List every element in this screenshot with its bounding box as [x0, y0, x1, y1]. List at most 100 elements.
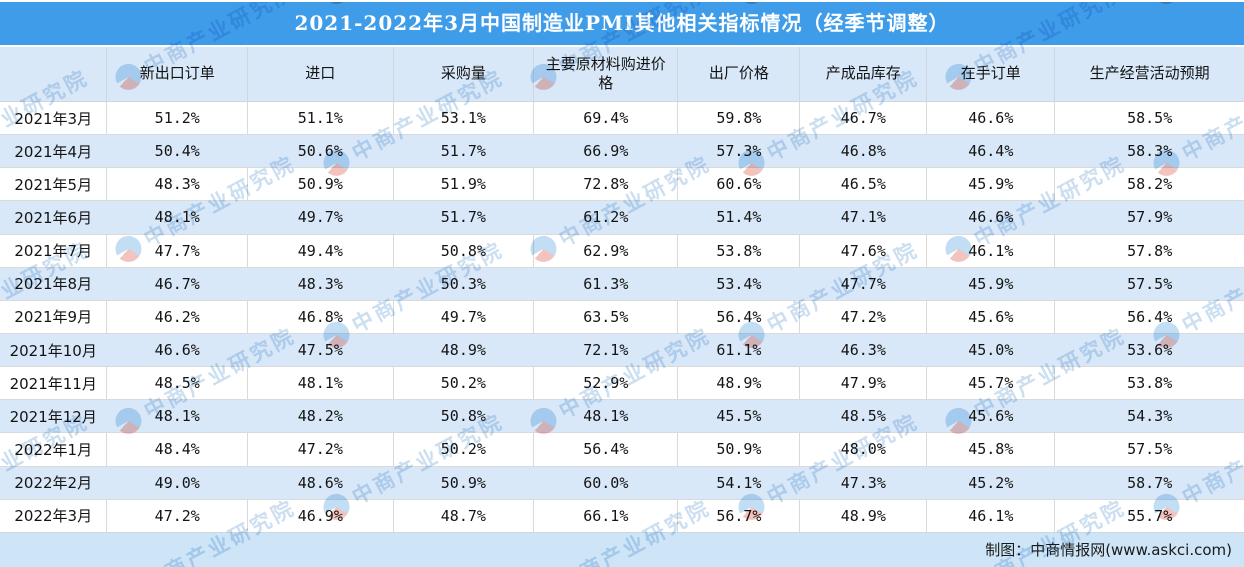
cell: 48.5% [799, 399, 928, 434]
cell: 46.1% [926, 499, 1056, 534]
cell: 50.9% [247, 167, 394, 202]
row-label: 2021年7月 [0, 234, 108, 268]
cell: 46.7% [799, 101, 928, 136]
cell: 49.4% [247, 234, 394, 268]
cell: 60.6% [677, 167, 801, 202]
cell: 46.6% [926, 101, 1056, 136]
cell: 46.6% [926, 200, 1056, 235]
cell: 45.8% [926, 432, 1056, 467]
cell: 47.1% [799, 200, 928, 235]
column-header: 出厂价格 [677, 47, 801, 102]
row-label: 2021年10月 [0, 333, 108, 368]
cell: 48.3% [247, 267, 394, 301]
cell: 45.6% [926, 399, 1056, 434]
cell: 54.3% [1054, 399, 1244, 434]
cell: 45.9% [926, 267, 1056, 301]
cell: 57.5% [1054, 432, 1244, 467]
cell: 47.7% [106, 234, 249, 268]
cell: 51.2% [106, 101, 249, 136]
cell: 60.0% [533, 466, 679, 500]
cell: 49.0% [106, 466, 249, 500]
cell: 61.2% [533, 200, 679, 235]
cell: 45.6% [926, 300, 1056, 334]
cell: 48.9% [393, 333, 535, 368]
page-title: 2021-2022年3月中国制造业PMI其他相关指标情况（经季节调整） [0, 2, 1244, 45]
cell: 50.4% [106, 134, 249, 169]
row-label: 2021年3月 [0, 101, 108, 136]
cell: 48.1% [106, 200, 249, 235]
cell: 48.4% [106, 432, 249, 467]
cell: 72.1% [533, 333, 679, 368]
cell: 61.3% [533, 267, 679, 301]
cell: 48.1% [533, 399, 679, 434]
cell: 58.5% [1054, 101, 1244, 136]
row-label: 2022年2月 [0, 466, 108, 500]
row-label: 2022年1月 [0, 432, 108, 467]
cell: 50.8% [393, 234, 535, 268]
cell: 48.3% [106, 167, 249, 202]
cell: 66.1% [533, 499, 679, 534]
cell: 59.8% [677, 101, 801, 136]
row-label: 2021年8月 [0, 267, 108, 301]
cell: 51.7% [393, 134, 535, 169]
pmi-table: 新出口订单 进口 采购量 主要原材料购进价格 出厂价格 产成品库存 在手订单 生产经营活动预期… [0, 47, 1244, 534]
cell: 46.3% [799, 333, 928, 368]
row-label: 2021年4月 [0, 134, 108, 169]
cell: 58.2% [1054, 167, 1244, 202]
cell: 46.6% [106, 333, 249, 368]
cell: 48.7% [393, 499, 535, 534]
cell: 46.5% [799, 167, 928, 202]
table-row: 2022年1月 48.4% 47.2% 50.2% 56.4% 50.9% 48.0% 45.… [0, 432, 1244, 467]
cell: 50.9% [393, 466, 535, 500]
cell: 46.4% [926, 134, 1056, 169]
cell: 57.3% [677, 134, 801, 169]
cell: 49.7% [393, 300, 535, 334]
column-header: 进口 [247, 47, 394, 102]
cell: 50.9% [677, 432, 801, 467]
cell: 48.2% [247, 399, 394, 434]
cell: 51.4% [677, 200, 801, 235]
cell: 51.9% [393, 167, 535, 202]
table-row: 2022年2月 49.0% 48.6% 50.9% 60.0% 54.1% 47.3% 45.… [0, 466, 1244, 500]
credit-text: 制图：中商情报网(www.askci.com) [985, 541, 1232, 559]
row-label: 2021年12月 [0, 399, 108, 434]
table-row: 2021年5月 48.3% 50.9% 51.9% 72.8% 60.6% 46.5% 45.… [0, 167, 1244, 202]
cell: 48.1% [247, 366, 394, 401]
table-row: 2021年3月 51.2% 51.1% 53.1% 69.4% 59.8% 46.7% 46.… [0, 101, 1244, 136]
cell: 45.0% [926, 333, 1056, 368]
cell: 56.7% [677, 499, 801, 534]
cell: 53.8% [1054, 366, 1244, 401]
table-row: 2021年12月 48.1% 48.2% 50.8% 48.1% 45.5% 48.5% 45… [0, 399, 1244, 434]
cell: 58.3% [1054, 134, 1244, 169]
cell: 48.5% [106, 366, 249, 401]
cell: 53.4% [677, 267, 801, 301]
cell: 56.4% [1054, 300, 1244, 334]
cell: 52.9% [533, 366, 679, 401]
cell: 53.6% [1054, 333, 1244, 368]
cell: 57.9% [1054, 200, 1244, 235]
cell: 50.3% [393, 267, 535, 301]
credit-bar: 制图：中商情报网(www.askci.com) [0, 533, 1244, 567]
cell: 45.9% [926, 167, 1056, 202]
cell: 48.0% [799, 432, 928, 467]
cell: 66.9% [533, 134, 679, 169]
column-header: 产成品库存 [799, 47, 928, 102]
table-row: 2021年7月 47.7% 49.4% 50.8% 62.9% 53.8% 47.6% 46.… [0, 234, 1244, 268]
cell: 47.2% [106, 499, 249, 534]
table-row: 2021年8月 46.7% 48.3% 50.3% 61.3% 53.4% 47.7% 45.… [0, 267, 1244, 301]
cell: 57.8% [1054, 234, 1244, 268]
cell: 51.1% [247, 101, 394, 136]
cell: 46.2% [106, 300, 249, 334]
column-header [0, 47, 108, 102]
cell: 51.7% [393, 200, 535, 235]
cell: 48.1% [106, 399, 249, 434]
cell: 62.9% [533, 234, 679, 268]
cell: 46.9% [247, 499, 394, 534]
cell: 53.8% [677, 234, 801, 268]
cell: 50.8% [393, 399, 535, 434]
cell: 48.9% [677, 366, 801, 401]
row-label: 2021年5月 [0, 167, 108, 202]
cell: 61.1% [677, 333, 801, 368]
cell: 49.7% [247, 200, 394, 235]
